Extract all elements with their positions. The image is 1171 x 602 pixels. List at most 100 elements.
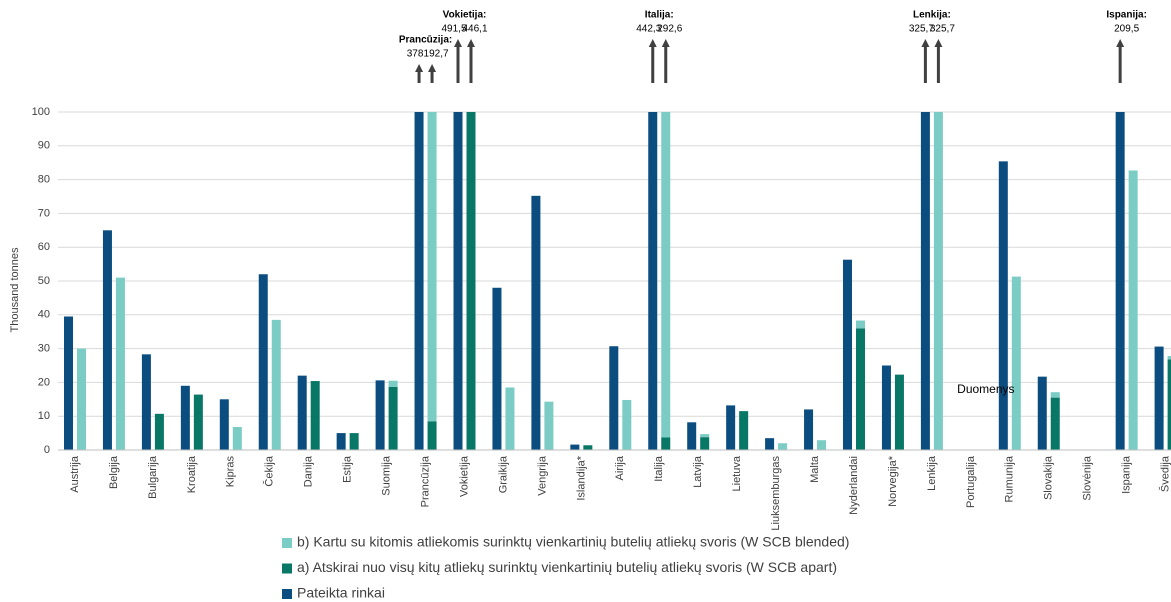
legend-swatch	[282, 563, 292, 574]
x-tick-label: Prancūzija	[419, 455, 431, 507]
bar	[998, 161, 1008, 450]
bar-segment	[154, 413, 164, 450]
y-tick-label: 40	[38, 309, 50, 321]
bar	[1037, 376, 1047, 450]
arrow-head	[648, 39, 657, 47]
x-tick-label: Slovakija	[1043, 455, 1055, 500]
x-tick-label: Kroatija	[186, 455, 198, 493]
bar-segment	[1050, 397, 1060, 450]
bar	[141, 354, 151, 450]
x-tick-label: Čekija	[263, 455, 276, 486]
bar-segment	[817, 440, 827, 450]
bar-segment	[388, 380, 398, 387]
bar	[102, 230, 112, 450]
bar	[1154, 346, 1164, 450]
bar	[453, 112, 463, 450]
x-tick-label: Vengrija	[536, 455, 548, 496]
y-tick-label: 70	[38, 207, 50, 219]
bar-segment	[349, 433, 359, 450]
x-tick-label: Slovėnija	[1082, 455, 1094, 501]
annotation-title: Italija:	[645, 10, 674, 21]
arrow-head	[934, 39, 943, 47]
x-tick-label: Liuksemburgas	[770, 456, 782, 531]
x-tick-label: Latvija	[692, 455, 704, 488]
x-tick-label: Italija	[653, 455, 665, 482]
x-tick-label: Nyderlandai	[848, 456, 860, 515]
bar-segment	[856, 320, 865, 329]
bar-segment	[700, 437, 710, 450]
bar-segment	[661, 437, 671, 450]
annotation-value: 325,7	[930, 24, 955, 35]
annotation-value: 209,5	[1114, 24, 1139, 35]
bar-segment	[271, 319, 281, 450]
x-tick-label: Suomija	[381, 455, 393, 496]
x-tick-label: Malta	[809, 455, 821, 483]
y-tick-label: 80	[38, 174, 50, 186]
arrow-head	[415, 64, 424, 72]
x-tick-label: Lenkija	[926, 455, 938, 491]
bar-segment	[778, 443, 788, 450]
bar	[375, 380, 385, 450]
x-tick-label: Rumunija	[1004, 455, 1016, 502]
bar	[843, 259, 852, 450]
x-tick-label: Belgija	[108, 455, 120, 489]
x-tick-label: Airija	[614, 455, 626, 480]
bar	[336, 433, 346, 450]
bar	[297, 375, 307, 450]
bar-segment	[661, 112, 671, 438]
bar-segment	[427, 421, 437, 450]
x-tick-label: Švedija	[1159, 455, 1171, 492]
bar-segment	[544, 401, 554, 450]
y-tick-label: 10	[38, 410, 50, 422]
x-tick-label: Kipras	[225, 456, 237, 488]
bar	[881, 365, 891, 450]
bar-segment	[583, 445, 593, 450]
legend-swatch	[282, 589, 292, 599]
bar-segment	[388, 386, 398, 450]
annotation-value: 325,7	[909, 24, 934, 35]
bar-segment	[1128, 170, 1138, 450]
x-tick-label: Portugalija	[965, 455, 977, 508]
annotation-value: 192,7	[424, 49, 449, 60]
bar	[726, 405, 736, 450]
legend-label: b) Kartu su kitomis atliekomis surinktų …	[297, 534, 849, 550]
bar-segment	[466, 112, 476, 450]
bar-segment	[232, 427, 242, 450]
bars	[64, 112, 1171, 450]
bar	[414, 112, 424, 450]
bar	[920, 112, 930, 450]
bar	[180, 385, 190, 450]
bar	[570, 444, 580, 450]
bar-segment	[739, 411, 749, 450]
annotation-title: Vokietija:	[443, 10, 487, 21]
bar-segment	[894, 374, 904, 450]
annotation-value: 442,3	[636, 24, 661, 35]
bar-segment	[505, 387, 515, 450]
annotation-value: 491,5	[441, 24, 466, 35]
bar-segment	[933, 112, 943, 450]
bar-segment	[427, 112, 437, 422]
y-tick-label: 100	[32, 106, 50, 118]
x-tick-label: Danija	[303, 455, 315, 487]
bar	[219, 399, 229, 450]
y-tick-label: 30	[38, 343, 50, 355]
x-tick-label: Bulgarija	[147, 455, 159, 499]
bar	[765, 438, 775, 450]
x-tick-label: Lietuva	[731, 455, 743, 491]
annotation-value: 378	[407, 49, 424, 60]
arrow-head	[467, 39, 475, 47]
x-tick-label: Norvegija*	[887, 455, 899, 506]
bar-segment	[115, 277, 125, 450]
bar-segment	[1050, 392, 1060, 398]
bar	[687, 422, 697, 450]
bar	[64, 316, 73, 450]
x-tick-label: Austrija	[69, 455, 81, 493]
bar-segment	[193, 394, 203, 450]
y-tick-label: 20	[38, 376, 50, 388]
y-tick-label: 60	[38, 241, 50, 253]
no-data-label: Duomenys	[957, 382, 1014, 396]
bar	[804, 409, 814, 450]
bar-segment	[1167, 359, 1171, 450]
bar-segment	[1167, 356, 1171, 360]
y-tick-label: 50	[38, 275, 50, 287]
